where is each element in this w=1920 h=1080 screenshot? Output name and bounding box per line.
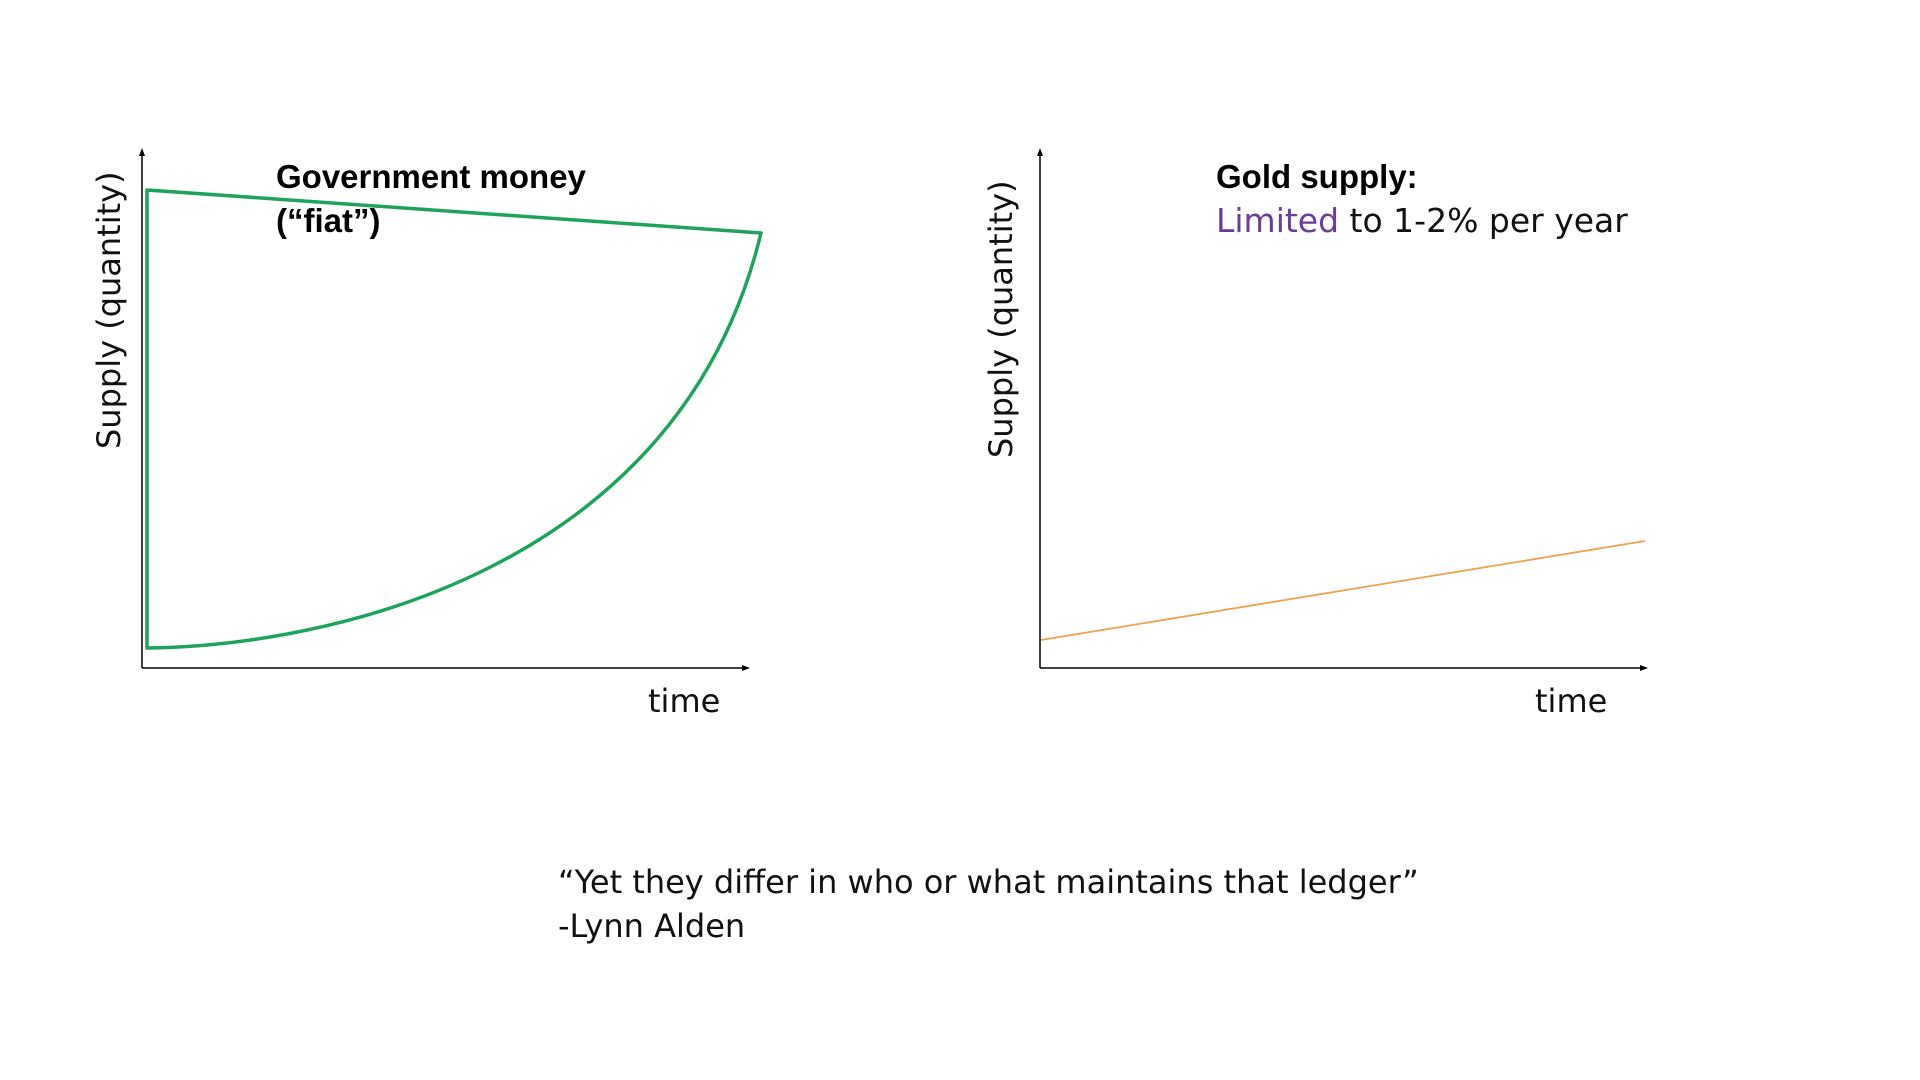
gold-title: Gold supply: (1216, 158, 1418, 195)
fiat-title-line-1: Government money (276, 158, 587, 195)
gold-subtitle-highlight: Limited (1216, 201, 1339, 240)
gold-y-arrowhead (1037, 148, 1043, 156)
fiat-x-axis-label: time (648, 682, 720, 720)
gold-subtitle-rest: to 1-2% per year (1339, 201, 1628, 240)
gold-supply-line (1040, 540, 1646, 641)
chart-fiat: Government money (“fiat”) time Supply (q… (90, 148, 763, 720)
quote-author: -Lynn Alden (558, 907, 746, 945)
fiat-supply-curve (145, 188, 763, 650)
fiat-y-arrowhead (139, 148, 145, 156)
gold-y-axis-label: Supply (quantity) (982, 180, 1020, 458)
chart-gold: Gold supply: Limited to 1-2% per year ti… (982, 148, 1648, 720)
fiat-title-line-2: (“fiat”) (276, 202, 380, 239)
quote-block: “Yet they differ in who or what maintain… (558, 860, 1419, 948)
gold-x-axis-label: time (1535, 682, 1607, 720)
gold-subtitle: Limited to 1-2% per year (1216, 201, 1628, 240)
fiat-y-axis-label: Supply (quantity) (90, 171, 128, 449)
fiat-x-arrowhead (742, 665, 750, 671)
gold-x-arrowhead (1640, 665, 1648, 671)
quote-text: “Yet they differ in who or what maintain… (558, 863, 1419, 901)
